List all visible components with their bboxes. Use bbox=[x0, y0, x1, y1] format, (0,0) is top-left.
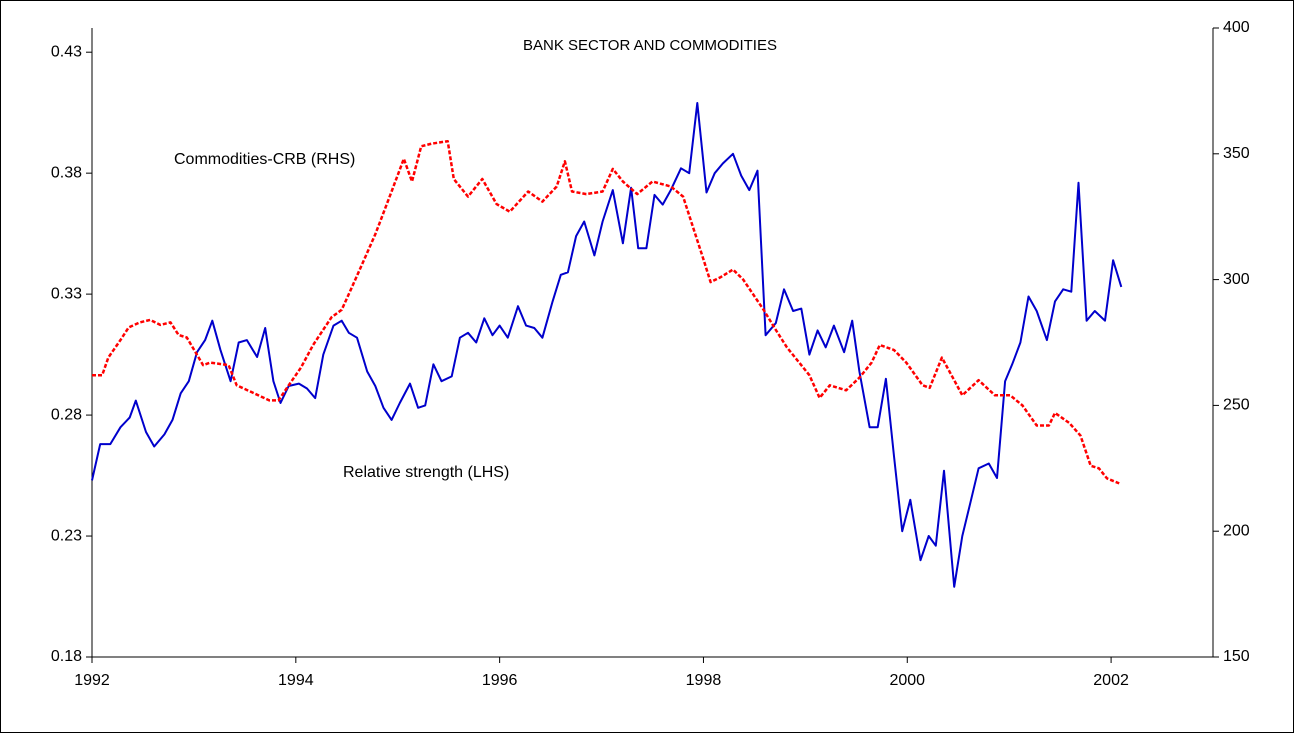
x-tick-label: 1998 bbox=[686, 672, 722, 689]
y-tick-label: 0.43 bbox=[51, 43, 82, 60]
y-tick-label: 0.33 bbox=[51, 285, 82, 302]
x-tick-label: 2002 bbox=[1093, 672, 1129, 689]
x-tick-label: 1994 bbox=[278, 672, 314, 689]
series-line bbox=[91, 102, 1123, 588]
y-tick-label: 0.38 bbox=[51, 164, 82, 181]
y2-tick-label: 200 bbox=[1223, 522, 1250, 539]
y2-tick-label: 350 bbox=[1223, 145, 1250, 162]
chart-title: BANK SECTOR AND COMMODITIES bbox=[523, 37, 777, 54]
y2-tick-label: 150 bbox=[1223, 648, 1250, 665]
x-tick-label: 1992 bbox=[74, 672, 110, 689]
x-tick-label: 1996 bbox=[482, 672, 518, 689]
y-tick-label: 0.18 bbox=[51, 648, 82, 665]
x-tick-label: 2000 bbox=[889, 672, 925, 689]
y-tick-label: 0.23 bbox=[51, 527, 82, 544]
y2-tick-label: 400 bbox=[1223, 19, 1250, 36]
y2-tick-label: 300 bbox=[1223, 271, 1250, 288]
y-tick-label: 0.28 bbox=[51, 406, 82, 423]
series-line bbox=[92, 139, 1120, 485]
y2-tick-label: 250 bbox=[1223, 397, 1250, 414]
annotation: Relative strength (LHS) bbox=[343, 464, 509, 481]
annotation: Commodities-CRB (RHS) bbox=[174, 151, 355, 168]
